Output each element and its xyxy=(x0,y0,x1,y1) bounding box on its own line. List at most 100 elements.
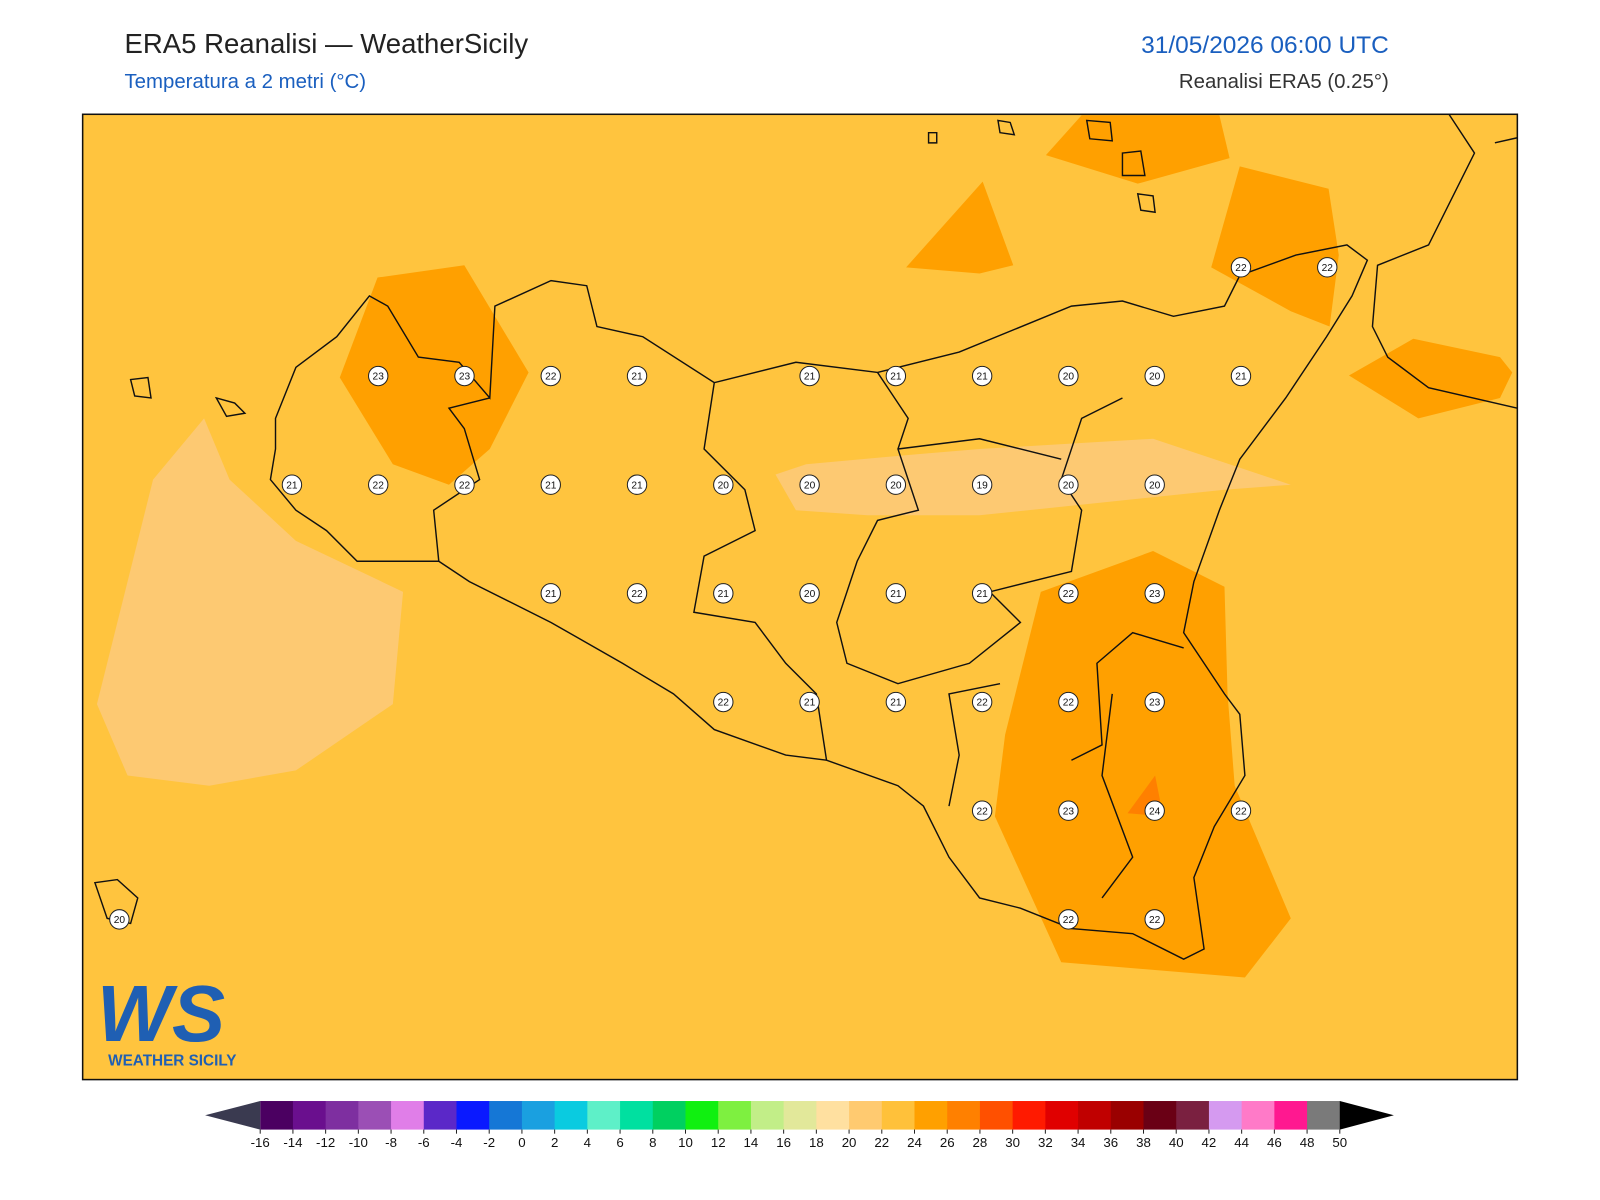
colorbar-tick-label: -4 xyxy=(451,1135,463,1150)
grid-value: 23 xyxy=(1063,806,1075,817)
colorbar-tick-label: 20 xyxy=(842,1135,857,1150)
datetime: 31/05/2026 06:00 UTC xyxy=(1141,32,1389,59)
grid-marker xyxy=(971,691,993,713)
grid-marker xyxy=(1058,691,1079,713)
grid-value: 23 xyxy=(459,372,471,383)
grid-marker xyxy=(109,909,130,930)
colorbar-tick-label: 28 xyxy=(973,1135,988,1150)
colorbar-bin xyxy=(1045,1101,1079,1130)
colorbar-bin xyxy=(1143,1101,1177,1130)
grid-marker xyxy=(1058,800,1079,821)
colorbar-tick-label: 4 xyxy=(584,1135,591,1150)
colorbar-tick-label: 48 xyxy=(1300,1135,1315,1150)
grid-value: 19 xyxy=(976,480,988,491)
grid-value: 21 xyxy=(976,589,988,600)
grid-marker xyxy=(1230,800,1252,821)
title: ERA5 Reanalisi — WeatherSicily xyxy=(124,28,528,59)
grid-labels: 22 22 23 23 22 21 21 21 21 20 20 21 21 22 22 21 21 20 20 20… xyxy=(109,257,1338,930)
colorbar-bin xyxy=(979,1101,1014,1130)
colorbar-tick-label: 26 xyxy=(940,1135,955,1150)
colorbar-tick-label: -16 xyxy=(251,1135,270,1150)
grid-marker xyxy=(799,691,820,713)
colorbar-bin xyxy=(1274,1101,1308,1130)
colorbar-tick-label: -8 xyxy=(385,1135,397,1150)
grid-marker xyxy=(971,474,993,495)
grid-value: 22 xyxy=(1235,263,1247,274)
colorbar-bin xyxy=(358,1101,392,1130)
grid-value: 23 xyxy=(1149,698,1161,709)
colorbar-tick-label: 6 xyxy=(616,1135,623,1150)
grid-marker xyxy=(885,365,907,387)
colorbar-bin xyxy=(292,1101,327,1130)
colorbar-tick-label: 34 xyxy=(1071,1135,1086,1150)
grid-marker xyxy=(1144,583,1165,604)
grid-value: 20 xyxy=(114,915,126,926)
colorbar-tick-label: 32 xyxy=(1038,1135,1053,1150)
grid-marker xyxy=(713,691,734,713)
colorbar-tick-label: 12 xyxy=(711,1135,726,1150)
colorbar-bin xyxy=(947,1101,981,1130)
grid-value: 22 xyxy=(631,589,643,600)
grid-marker xyxy=(799,365,820,387)
grid-value: 21 xyxy=(890,698,902,709)
colorbar-bin xyxy=(750,1101,785,1130)
colorbar-tick-label: -12 xyxy=(316,1135,335,1150)
colorbar-bin xyxy=(652,1101,687,1130)
colorbar-bin xyxy=(391,1101,425,1130)
grid-marker xyxy=(454,365,475,387)
grid-value: 23 xyxy=(373,372,385,383)
logo-caption: WEATHER SICILY xyxy=(108,1052,236,1069)
grid-value: 22 xyxy=(1063,915,1075,926)
grid-marker xyxy=(626,365,648,387)
grid-value: 21 xyxy=(545,589,557,600)
colorbar-tick-label: -14 xyxy=(283,1135,302,1150)
grid-value: 21 xyxy=(631,372,643,383)
colorbar-bin xyxy=(325,1101,359,1130)
grid-marker xyxy=(799,474,820,495)
colorbar-tick-label: -6 xyxy=(418,1135,430,1150)
grid-marker xyxy=(454,474,475,495)
colorbar-bin xyxy=(620,1101,654,1130)
colorbar-tick-label: 36 xyxy=(1103,1135,1118,1150)
colorbar-bin xyxy=(816,1101,850,1130)
grid-value: 20 xyxy=(718,480,730,491)
grid-marker xyxy=(1058,583,1079,604)
colorbar-bin xyxy=(881,1101,916,1130)
grid-value: 21 xyxy=(1235,372,1247,383)
colorbar-tick-label: 0 xyxy=(518,1135,525,1150)
grid-marker xyxy=(971,365,993,387)
grid-value: 22 xyxy=(1063,698,1075,709)
grid-marker xyxy=(1144,474,1165,495)
colorbar-bin xyxy=(587,1101,621,1130)
colorbar-tick-label: -2 xyxy=(483,1135,495,1150)
grid-value: 22 xyxy=(459,480,471,491)
grid-marker xyxy=(713,583,734,604)
colorbar-bin xyxy=(1078,1101,1112,1130)
map-frame xyxy=(81,113,1519,1081)
colorbar-bin xyxy=(1307,1101,1341,1130)
colorbar-tick-label: 46 xyxy=(1267,1135,1282,1150)
grid-value: 20 xyxy=(1149,372,1161,383)
grid-marker xyxy=(1144,800,1165,821)
colorbar: -16 -14 -12 -10 -8 -6 -4 -2 0 2 4 6 8 10 12 14 16 18 20 22 2… xyxy=(205,1101,1394,1150)
grid-value: 20 xyxy=(804,480,816,491)
grid-value: 22 xyxy=(373,480,385,491)
grid-value: 21 xyxy=(804,698,816,709)
subtitle: Temperatura a 2 metri (°C) xyxy=(124,71,366,93)
grid-value: 20 xyxy=(1063,372,1075,383)
grid-value: 22 xyxy=(718,698,730,709)
colorbar-bin xyxy=(685,1101,719,1130)
source: Reanalisi ERA5 (0.25°) xyxy=(1179,71,1389,93)
colorbar-bin xyxy=(456,1101,490,1130)
colorbar-bin xyxy=(260,1101,294,1130)
colorbar-bin xyxy=(1012,1101,1046,1130)
colorbar-tick-label: 38 xyxy=(1136,1135,1151,1150)
logo: WS WEATHER SICILY xyxy=(97,969,237,1069)
grid-marker xyxy=(1144,691,1165,713)
grid-marker xyxy=(1058,365,1079,387)
grid-value: 20 xyxy=(804,589,816,600)
grid-marker xyxy=(885,474,907,495)
grid-value: 21 xyxy=(286,480,298,491)
grid-marker xyxy=(885,583,907,604)
